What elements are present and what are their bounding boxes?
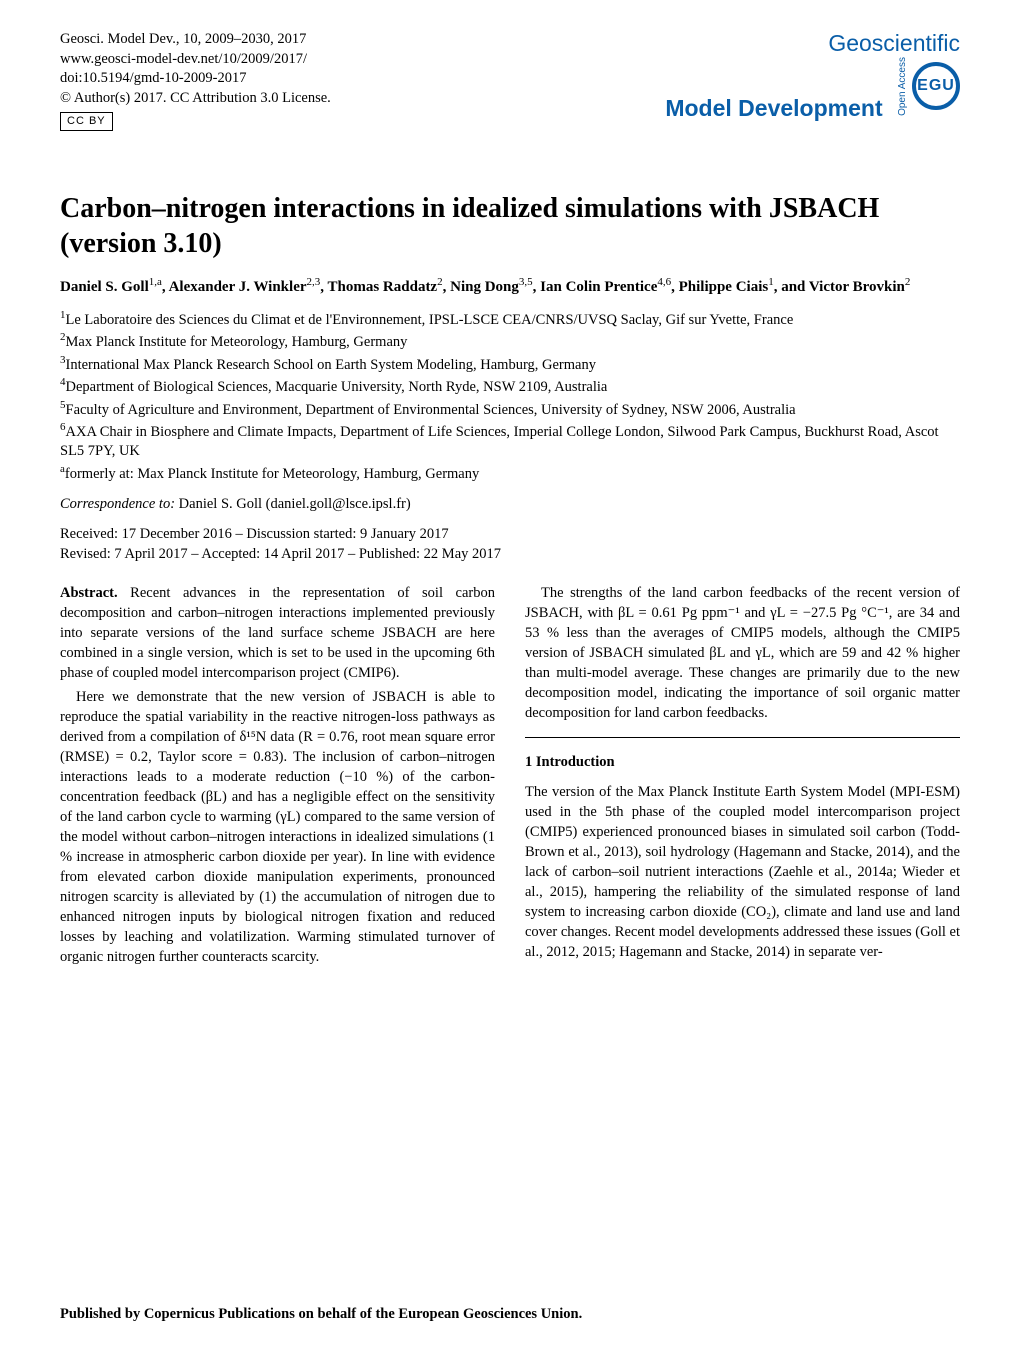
journal-reference: Geosci. Model Dev., 10, 2009–2030, 2017 (60, 30, 331, 50)
authors-line: Daniel S. Goll1,a, Alexander J. Winkler2… (60, 275, 960, 298)
affiliation: 5Faculty of Agriculture and Environment,… (60, 398, 960, 420)
open-access-label: Open Access (897, 57, 908, 116)
section-rule (525, 737, 960, 738)
journal-title-word-2: Model Development (665, 95, 882, 121)
copyright-line: © Author(s) 2017. CC Attribution 3.0 Lic… (60, 89, 331, 109)
doi: doi:10.5194/gmd-10-2009-2017 (60, 69, 331, 89)
affiliation: 4Department of Biological Sciences, Macq… (60, 375, 960, 397)
dates-line-1: Received: 17 December 2016 – Discussion … (60, 525, 960, 545)
dates-block: Received: 17 December 2016 – Discussion … (60, 525, 960, 564)
intro-paragraph-1: The version of the Max Planck Institute … (525, 782, 960, 962)
dates-line-2: Revised: 7 April 2017 – Accepted: 14 Apr… (60, 545, 960, 565)
egu-circle-icon: EGU (912, 62, 960, 110)
affiliation: 6AXA Chair in Biosphere and Climate Impa… (60, 420, 960, 462)
page-footer: Published by Copernicus Publications on … (60, 1306, 582, 1323)
affiliation: 1Le Laboratoire des Sciences du Climat e… (60, 308, 960, 330)
affiliation: aformerly at: Max Planck Institute for M… (60, 462, 960, 484)
journal-url: www.geosci-model-dev.net/10/2009/2017/ (60, 50, 331, 70)
journal-title-word-1: Geoscientific (828, 30, 960, 56)
affiliation: 3International Max Planck Research Schoo… (60, 353, 960, 375)
left-column: Abstract. Recent advances in the represe… (60, 583, 495, 971)
correspondence-text: Daniel S. Goll (daniel.goll@lsce.ipsl.fr… (175, 496, 411, 512)
abstract-paragraph-3: The strengths of the land carbon feedbac… (525, 583, 960, 723)
abstract-p1-text: Recent advances in the representation of… (60, 585, 495, 681)
header-right-block: Geoscientific Model Development Open Acc… (665, 30, 960, 122)
abstract-paragraph-1: Abstract. Recent advances in the represe… (60, 583, 495, 683)
right-column: The strengths of the land carbon feedbac… (525, 583, 960, 971)
egu-logo: Open Access EGU (897, 57, 960, 116)
correspondence-label: Correspondence to: (60, 496, 175, 512)
body-columns: Abstract. Recent advances in the represe… (60, 583, 960, 971)
header-row: Geosci. Model Dev., 10, 2009–2030, 2017 … (60, 30, 960, 131)
paper-title: Carbon–nitrogen interactions in idealize… (60, 191, 960, 261)
correspondence-line: Correspondence to: Daniel S. Goll (danie… (60, 496, 960, 513)
section-1-heading: 1 Introduction (525, 752, 960, 772)
abstract-label: Abstract. (60, 585, 118, 601)
affiliations-block: 1Le Laboratoire des Sciences du Climat e… (60, 308, 960, 484)
affiliation: 2Max Planck Institute for Meteorology, H… (60, 330, 960, 352)
header-left-block: Geosci. Model Dev., 10, 2009–2030, 2017 … (60, 30, 331, 131)
abstract-paragraph-2: Here we demonstrate that the new version… (60, 687, 495, 967)
cc-badge-icon: CC BY (60, 112, 113, 131)
